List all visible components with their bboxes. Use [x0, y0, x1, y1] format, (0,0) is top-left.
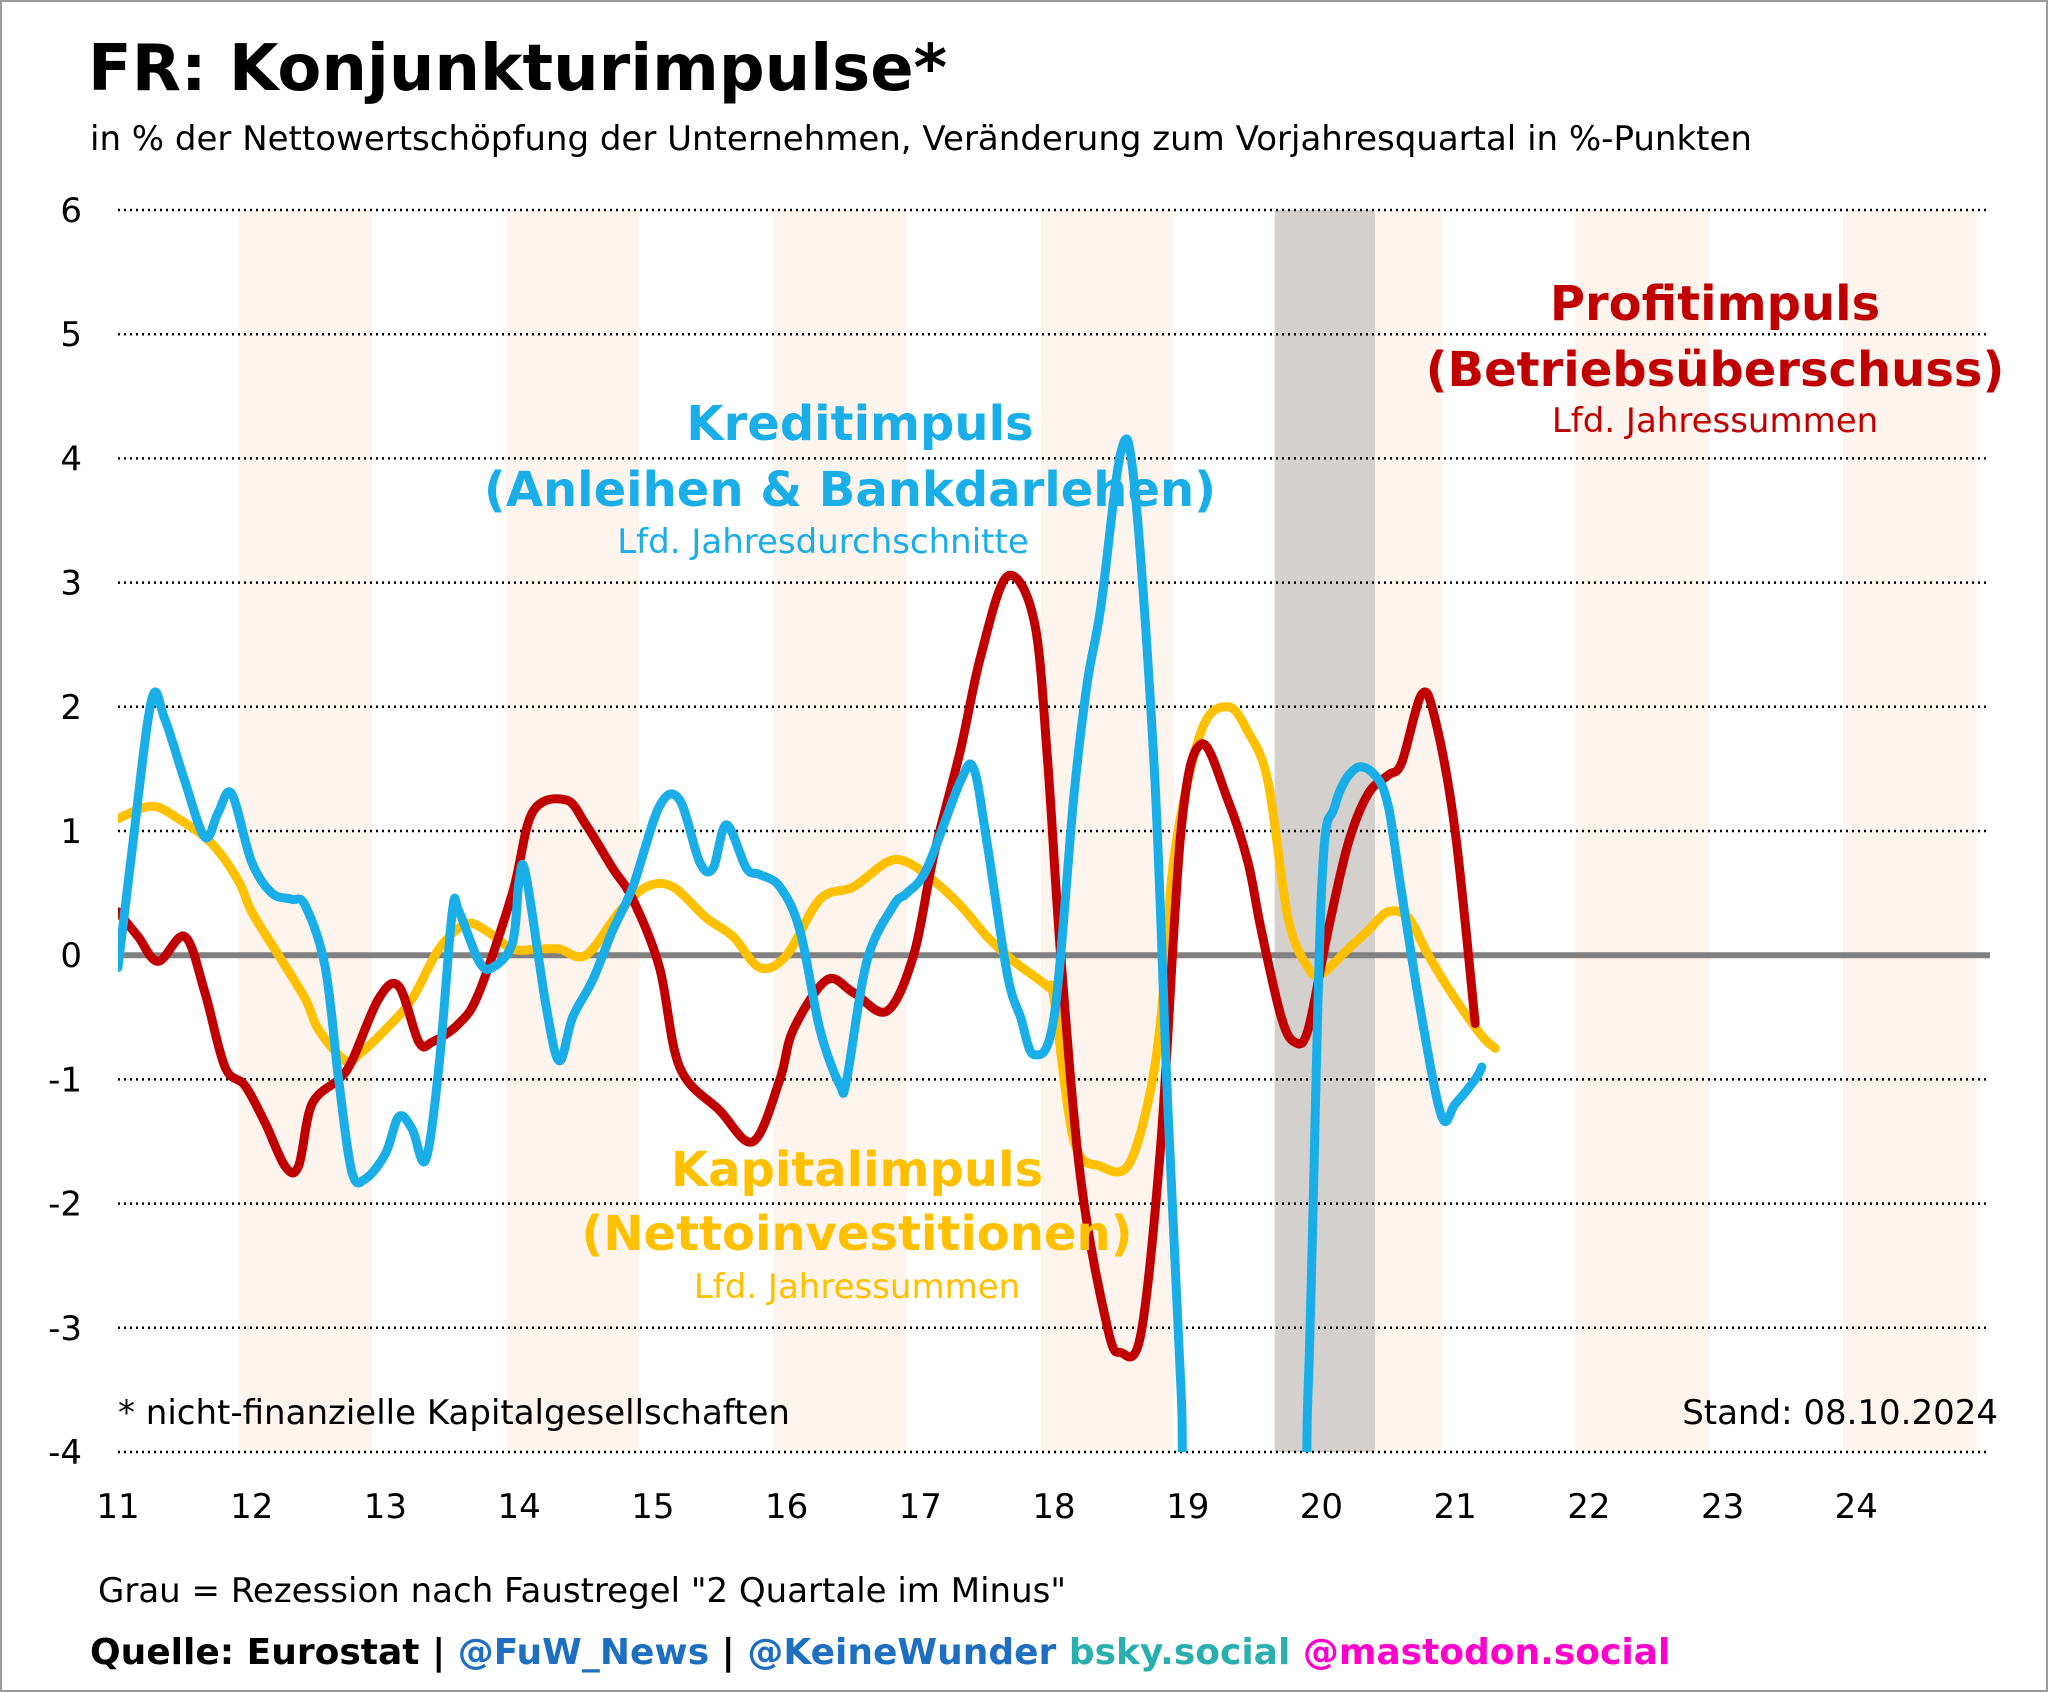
- x-tick-label: 14: [498, 1487, 541, 1527]
- source-mastodon-link[interactable]: @mastodon.social: [1290, 1632, 1670, 1673]
- y-tick-label: 5: [60, 315, 82, 355]
- series-line-profit: [118, 570, 1480, 1362]
- label-profit-note: Lfd. Jahressummen: [1552, 401, 1878, 441]
- source-keinewunder-link[interactable]: @KeineWunder: [747, 1632, 1056, 1673]
- y-tick-label: 0: [60, 936, 82, 976]
- x-tick-label: 12: [230, 1487, 273, 1527]
- x-tick-label: 22: [1567, 1487, 1610, 1527]
- x-tick-label: 23: [1701, 1487, 1744, 1527]
- x-tick-label: 13: [364, 1487, 407, 1527]
- x-tick-label: 21: [1434, 1487, 1477, 1527]
- label-kredit-note: Lfd. Jahresdurchschnitte: [617, 522, 1029, 562]
- label-kapital-title: Kapitalimpuls: [671, 1142, 1043, 1198]
- background-band: [773, 210, 907, 1452]
- source-separator: |: [709, 1632, 747, 1673]
- gridlines: [118, 208, 1990, 1454]
- y-tick-label: -2: [48, 1185, 82, 1225]
- chart-title: FR: Konjunkturimpulse*: [88, 32, 947, 106]
- y-tick-label: 6: [60, 191, 82, 231]
- label-profit: Profitimpuls (Betriebsüberschuss) Lfd. J…: [1426, 276, 2005, 441]
- x-tick-label: 24: [1835, 1487, 1878, 1527]
- chart-subtitle: in % der Nettowertschöpfung der Unterneh…: [90, 119, 1752, 159]
- y-tick-label: 4: [60, 439, 82, 479]
- label-profit-title: Profitimpuls: [1550, 276, 1880, 332]
- y-tick-label: 1: [60, 812, 82, 852]
- label-kapital-subtitle: (Nettoinvestitionen): [581, 1206, 1132, 1262]
- label-kapital: Kapitalimpuls (Nettoinvestitionen) Lfd. …: [581, 1142, 1132, 1307]
- series-lines: [118, 434, 1500, 1452]
- label-profit-subtitle: (Betriebsüberschuss): [1426, 342, 2005, 398]
- footnote: * nicht-finanzielle Kapitalgesellschafte…: [118, 1393, 790, 1433]
- label-kredit-subtitle: (Anleihen & Bankdarlehen): [484, 462, 1216, 518]
- x-tick-label: 20: [1300, 1487, 1343, 1527]
- x-tick-label: 19: [1166, 1487, 1209, 1527]
- x-tick-label: 18: [1032, 1487, 1075, 1527]
- source-quelle: Quelle: Eurostat: [90, 1632, 420, 1673]
- source-fuw-link[interactable]: @FuW_News: [458, 1632, 709, 1673]
- y-tick-label: -1: [48, 1060, 82, 1100]
- label-kapital-note: Lfd. Jahressummen: [694, 1267, 1020, 1307]
- source-line: Quelle: Eurostat | @FuW_News | @KeineWun…: [90, 1632, 1670, 1673]
- x-tick-label: 15: [631, 1487, 674, 1527]
- label-kredit-title: Kreditimpuls: [686, 396, 1033, 452]
- series-line-kredit: [118, 434, 1487, 1452]
- y-tick-label: 3: [60, 564, 82, 604]
- x-tick-label: 17: [899, 1487, 942, 1527]
- y-tick-label: 2: [60, 688, 82, 728]
- recession-note: Grau = Rezession nach Faustregel "2 Quar…: [98, 1571, 1066, 1611]
- stand-date: Stand: 08.10.2024: [1682, 1393, 1998, 1433]
- x-tick-label: 11: [96, 1487, 139, 1527]
- y-tick-label: -3: [48, 1309, 82, 1349]
- x-tick-labels: 11 12 13 14 15 16 17 18 19 20 21 22 23 24: [96, 1487, 1878, 1527]
- y-tick-labels: 6 5 4 3 2 1 0 -1 -2 -3 -4: [48, 191, 82, 1473]
- label-kredit: Kreditimpuls (Anleihen & Bankdarlehen) L…: [484, 396, 1216, 562]
- x-tick-label: 16: [765, 1487, 808, 1527]
- y-tick-label: -4: [48, 1433, 82, 1473]
- source-separator: |: [420, 1632, 458, 1673]
- source-bsky-link[interactable]: bsky.social: [1056, 1632, 1290, 1673]
